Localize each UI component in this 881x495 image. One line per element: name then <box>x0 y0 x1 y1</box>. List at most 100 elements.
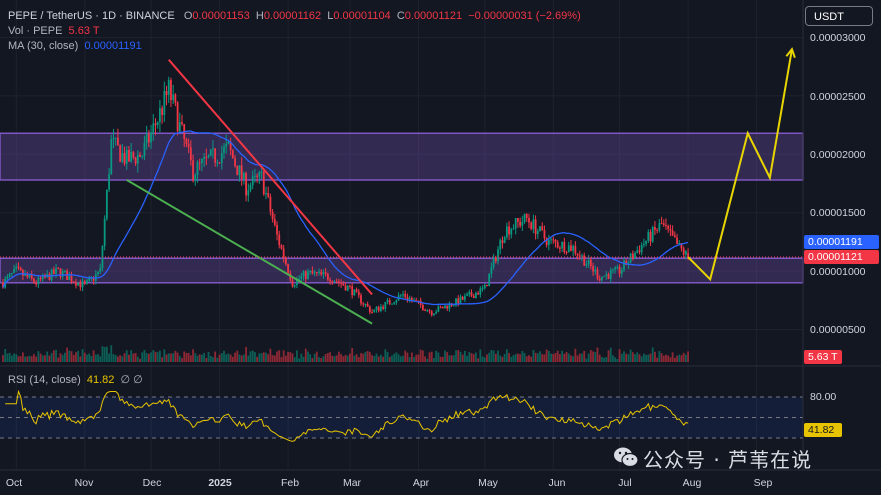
candle-body <box>198 162 201 164</box>
volume-bar <box>424 356 426 362</box>
currency-button[interactable]: USDT <box>805 6 873 26</box>
volume-bar <box>483 357 486 362</box>
volume-bar <box>585 358 588 362</box>
volume-bar <box>508 353 510 362</box>
candle-body <box>654 227 656 230</box>
volume-bar <box>645 354 647 362</box>
candle-body <box>452 305 455 307</box>
rsi-extra: ∅ ∅ <box>120 374 143 386</box>
volume-bar <box>103 347 106 362</box>
volume-bar <box>640 356 643 362</box>
candle-body <box>262 171 265 195</box>
volume-bar <box>682 352 685 362</box>
candle-body <box>92 277 95 281</box>
candle-body <box>554 240 557 243</box>
candle-body <box>375 307 378 310</box>
volume-legend[interactable]: Vol · PEPE 5.63 T <box>8 25 100 37</box>
volume-bar <box>430 351 433 362</box>
candle-body <box>600 276 603 281</box>
volume-bar <box>494 353 497 362</box>
volume-bar <box>33 354 35 362</box>
volume-bar <box>291 353 294 362</box>
candle-body <box>346 285 349 291</box>
candle-body <box>2 282 4 288</box>
candle-body <box>349 285 351 287</box>
volume-bar <box>433 358 435 362</box>
candle-body <box>565 252 568 254</box>
volume-bar <box>44 355 46 362</box>
volume-bar <box>296 350 298 362</box>
ma-legend[interactable]: MA (30, close) 0.00001191 <box>8 40 142 52</box>
candle-body <box>174 94 177 103</box>
volume-bar <box>338 351 340 362</box>
volume-bar <box>167 353 170 362</box>
volume-bar <box>187 352 190 362</box>
candle-body <box>245 173 247 196</box>
candle-body <box>519 221 522 226</box>
volume-bar <box>214 351 217 362</box>
candle-body <box>209 149 212 156</box>
candle-body <box>220 153 223 164</box>
candle-body <box>642 243 645 245</box>
candle-body <box>119 145 122 162</box>
candle-body <box>603 276 606 278</box>
candle-body <box>311 270 314 274</box>
volume-bar <box>260 353 263 362</box>
volume-bar <box>525 356 528 362</box>
price-tick: 0.00000500 <box>810 324 866 336</box>
volume-bar <box>90 355 93 362</box>
ma-line <box>2 130 689 306</box>
candle-body <box>273 219 276 225</box>
candle-body <box>384 301 387 309</box>
candle-body <box>329 279 331 282</box>
candle-body <box>437 306 440 312</box>
volume-bar <box>536 353 539 362</box>
time-tick: Mar <box>342 477 362 489</box>
candle-body <box>189 147 192 161</box>
volume-bar <box>360 353 362 362</box>
ma-price-label: 0.00001191 <box>804 235 879 249</box>
volume-bar <box>671 352 674 362</box>
volume-bar <box>567 353 570 362</box>
candle-body <box>667 225 670 230</box>
volume-bar <box>70 351 73 362</box>
volume-bar <box>463 350 466 362</box>
candle-body <box>662 223 665 225</box>
candle-body <box>357 291 360 296</box>
rsi-legend[interactable]: RSI (14, close) 41.82 ∅ ∅ <box>8 373 143 386</box>
candle-body <box>368 306 371 313</box>
volume-bar <box>497 350 499 362</box>
candle-body <box>223 146 225 154</box>
volume-bar <box>545 349 548 362</box>
candle-body <box>607 274 610 279</box>
candle-body <box>541 226 544 231</box>
volume-bar <box>311 358 314 362</box>
candle-body <box>371 312 373 314</box>
volume-bar <box>629 349 632 362</box>
volume-bar <box>293 357 296 362</box>
candle-body <box>33 278 35 283</box>
volume-bar <box>307 351 309 362</box>
candle-body <box>623 260 625 270</box>
candle-body <box>156 121 159 126</box>
candle-body <box>276 224 278 235</box>
candle-body <box>435 311 438 314</box>
candle-body <box>673 235 676 238</box>
volume-bar <box>658 351 661 362</box>
symbol-name[interactable]: PEPE / TetherUS · 1D · BINANCE <box>8 10 175 22</box>
volume-bar <box>13 353 15 362</box>
candle-body <box>408 297 411 300</box>
volume-bar <box>523 352 526 362</box>
candle-body <box>441 306 444 309</box>
volume-bar <box>240 355 243 362</box>
volume-bar <box>344 354 347 362</box>
volume-bar <box>598 354 601 362</box>
wechat-icon <box>614 447 639 468</box>
volume-bar <box>375 353 378 362</box>
time-tick: Oct <box>5 477 23 489</box>
candle-body <box>260 171 263 173</box>
candle-body <box>256 175 259 177</box>
high-value: 0.00001162 <box>263 10 322 22</box>
volume-bar <box>364 351 367 362</box>
